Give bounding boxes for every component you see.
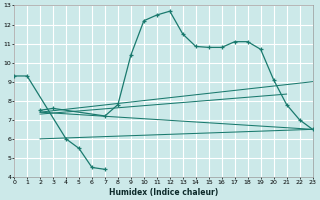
X-axis label: Humidex (Indice chaleur): Humidex (Indice chaleur) bbox=[109, 188, 218, 197]
